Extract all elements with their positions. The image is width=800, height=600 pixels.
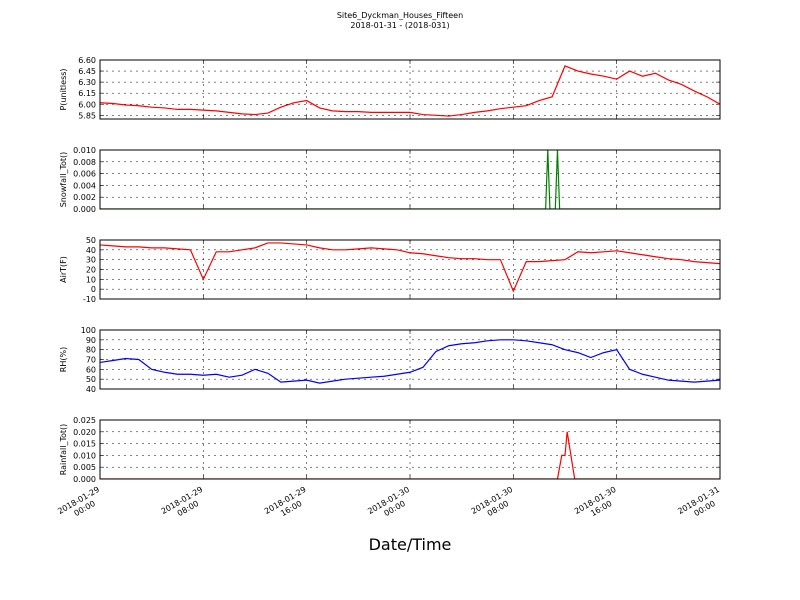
y-tick-label: 0.008 [73, 158, 96, 167]
y-tick-label: 60 [86, 365, 96, 374]
y-tick-label: 50 [86, 236, 96, 245]
y-tick-label: 0.000 [73, 475, 96, 484]
plot-area [100, 339, 720, 384]
axes-frame [99, 239, 721, 300]
axes-frame [99, 59, 721, 120]
y-tick-label: -10 [83, 295, 96, 304]
axes-frame [99, 329, 721, 390]
axes-frame [99, 149, 721, 210]
y-tick-label: 0.002 [73, 193, 96, 202]
y-tick-label: 0.006 [73, 170, 96, 179]
y-tick-label: 6.45 [78, 67, 96, 76]
y-tick-label: 40 [86, 385, 96, 394]
y-tick-label: 0.020 [73, 428, 96, 437]
y-tick-label: 40 [86, 246, 96, 255]
plot-area [100, 242, 720, 293]
y-tick-label: 0 [91, 285, 96, 294]
y-tick-label: 10 [86, 275, 96, 284]
y-tick-label: 80 [86, 346, 96, 355]
y-tick-label: 0.004 [73, 181, 96, 190]
data-line [100, 339, 720, 384]
y-tick-label: 6.00 [78, 100, 96, 109]
y-axis-label: RH(%) [59, 347, 68, 372]
x-axis-label: Date/Time [369, 535, 452, 554]
y-tick-label: 70 [86, 356, 96, 365]
y-tick-label: 90 [86, 336, 96, 345]
y-axis-label: Rainfall_Tot() [59, 424, 68, 476]
y-axis-label: Snowfall_Tot() [59, 152, 68, 208]
y-tick-label: 6.30 [78, 78, 96, 87]
data-line [100, 431, 720, 479]
plot-area [100, 65, 720, 117]
chart-subtitle: 2018-01-31 - (2018-031) [350, 21, 449, 30]
data-line [100, 65, 720, 117]
y-tick-label: 100 [81, 326, 96, 335]
chart-title: Site6_Dyckman_Houses_Fifteen [337, 11, 463, 20]
y-tick-label: 0.025 [73, 416, 96, 425]
y-tick-label: 0.000 [73, 205, 96, 214]
y-axis-label: AirT(F) [59, 256, 68, 283]
plot-area [100, 431, 720, 479]
y-tick-label: 0.005 [73, 463, 96, 472]
data-line [100, 150, 720, 209]
y-axis-label: P(unitless) [59, 68, 68, 110]
y-tick-label: 6.60 [78, 56, 96, 65]
y-tick-label: 6.15 [78, 89, 96, 98]
axes-frame [99, 419, 721, 480]
y-tick-label: 50 [86, 375, 96, 384]
y-tick-label: 0.010 [73, 451, 96, 460]
plot-area [100, 150, 720, 209]
y-tick-label: 20 [86, 266, 96, 275]
y-tick-label: 5.85 [78, 111, 96, 120]
y-tick-label: 0.010 [73, 146, 96, 155]
y-tick-label: 0.015 [73, 440, 96, 449]
y-tick-label: 30 [86, 256, 96, 265]
data-line [100, 242, 720, 293]
